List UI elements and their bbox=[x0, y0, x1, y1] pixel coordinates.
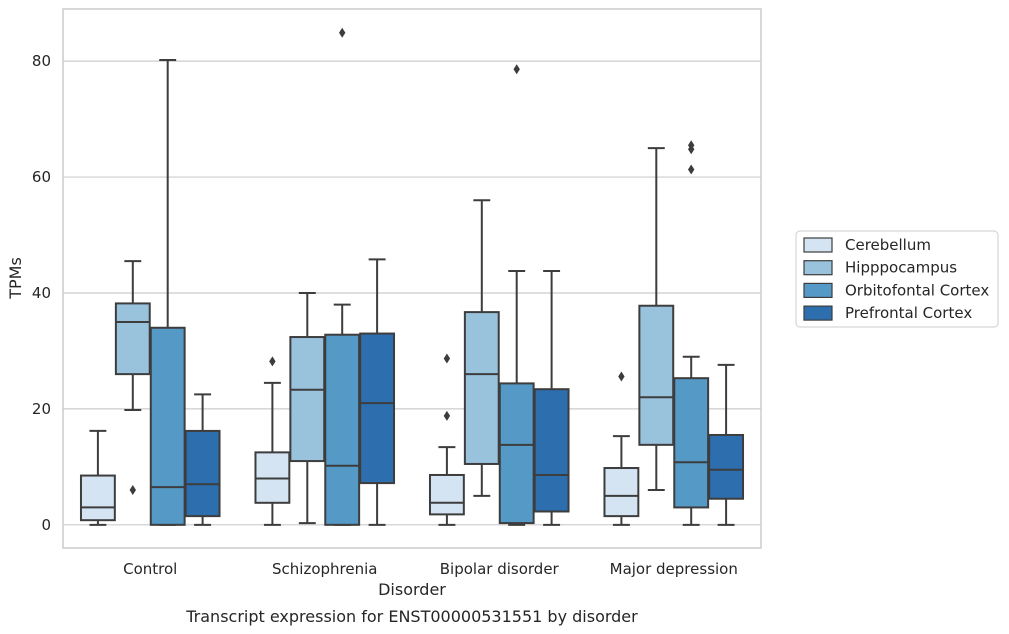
box-iqr bbox=[603, 467, 640, 518]
x-tick-label: Schizophrenia bbox=[272, 560, 377, 578]
x-tick-label: Control bbox=[123, 560, 177, 578]
y-tick-label: 40 bbox=[32, 284, 51, 302]
box-prefrontal-cortex bbox=[184, 393, 221, 526]
box-iqr bbox=[463, 311, 500, 465]
box-orbitofontal-cortex bbox=[324, 27, 361, 526]
legend-swatch bbox=[803, 305, 833, 321]
y-axis-ticks: 0 20 40 60 80 bbox=[32, 52, 51, 534]
box-iqr bbox=[533, 388, 570, 513]
legend-swatch bbox=[803, 237, 833, 253]
box-hipppocampus bbox=[463, 199, 500, 497]
y-tick-label: 20 bbox=[32, 400, 51, 418]
y-tick-label: 60 bbox=[32, 168, 51, 186]
box-iqr bbox=[184, 429, 221, 518]
legend-label: Orbitofontal Cortex bbox=[845, 281, 989, 299]
box-iqr bbox=[79, 474, 116, 522]
outlier-point bbox=[688, 140, 695, 151]
box-iqr bbox=[289, 336, 326, 463]
outlier-point bbox=[688, 164, 695, 175]
box-iqr bbox=[498, 382, 535, 525]
box-iqr bbox=[149, 326, 186, 526]
outlier-point bbox=[618, 371, 625, 382]
box-series bbox=[79, 27, 745, 526]
box-iqr bbox=[708, 433, 745, 500]
box-iqr bbox=[114, 302, 151, 376]
box-cerebellum bbox=[79, 429, 116, 526]
outlier-point bbox=[443, 353, 451, 364]
outlier-point bbox=[129, 485, 136, 496]
box-hipppocampus bbox=[289, 291, 326, 525]
legend-frame bbox=[795, 230, 999, 328]
box-iqr bbox=[428, 473, 465, 516]
legend-swatch bbox=[803, 282, 833, 298]
outlier-point bbox=[443, 410, 451, 421]
box-iqr bbox=[638, 304, 675, 446]
box-orbitofontal-cortex bbox=[498, 64, 535, 526]
box-iqr bbox=[359, 332, 396, 485]
chart-caption: Transcript expression for ENST0000053155… bbox=[185, 607, 638, 626]
outlier-point bbox=[513, 64, 520, 75]
legend: Cerebellum Hipppocampus Orbitofontal Corte… bbox=[795, 230, 999, 328]
outlier-point bbox=[339, 27, 346, 38]
box-hipppocampus bbox=[114, 260, 151, 496]
x-axis-label: Disorder bbox=[378, 580, 446, 599]
box-cerebellum bbox=[603, 371, 640, 526]
x-tick-label: Bipolar disorder bbox=[440, 560, 560, 578]
box-orbitofontal-cortex bbox=[149, 59, 186, 526]
box-hipppocampus bbox=[638, 147, 675, 492]
legend-label: Prefrontal Cortex bbox=[845, 304, 972, 322]
y-tick-label: 80 bbox=[32, 52, 51, 70]
y-tick-label: 0 bbox=[41, 516, 51, 534]
plot-frame bbox=[62, 8, 762, 549]
outlier-point bbox=[269, 356, 276, 367]
x-axis-ticks: Control Schizophrenia Bipolar disorder Majo… bbox=[123, 560, 738, 578]
box-cerebellum bbox=[254, 356, 291, 526]
box-iqr bbox=[673, 377, 710, 509]
box-orbitofontal-cortex bbox=[673, 140, 710, 526]
y-axis-label: TPMs bbox=[6, 257, 25, 300]
legend-label: Hipppocampus bbox=[845, 259, 957, 277]
legend-swatch bbox=[803, 260, 833, 276]
box-prefrontal-cortex bbox=[708, 363, 745, 526]
box-prefrontal-cortex bbox=[359, 258, 396, 526]
box-cerebellum bbox=[428, 353, 465, 526]
x-tick-label: Major depression bbox=[610, 560, 738, 578]
box-prefrontal-cortex bbox=[533, 269, 570, 526]
box-iqr bbox=[324, 333, 361, 526]
legend-label: Cerebellum bbox=[845, 236, 931, 254]
